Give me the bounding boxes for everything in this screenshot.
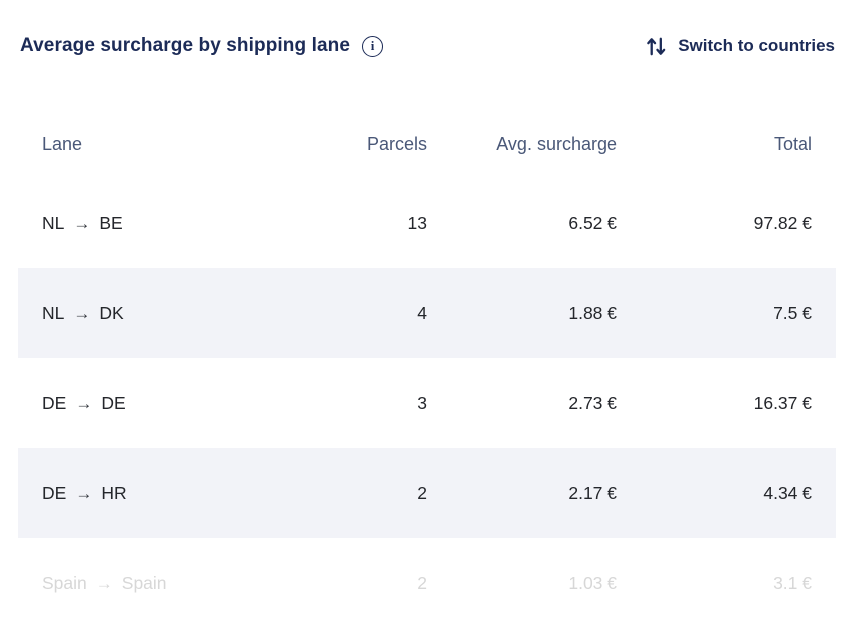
parcels-value: 13	[407, 212, 427, 233]
table-header-row: Lane Parcels Avg. surcharge Total	[18, 110, 836, 178]
lane-cell: NL → DK	[42, 303, 287, 324]
total-value: 7.5 €	[773, 302, 812, 323]
panel-title: Average surcharge by shipping lane	[20, 35, 351, 56]
avg-surcharge-value: 2.73 €	[568, 392, 617, 413]
lane-destination: DE	[101, 392, 126, 413]
column-header-lane: Lane	[42, 133, 83, 154]
lane-destination: HR	[101, 482, 127, 503]
parcels-value: 2	[417, 572, 427, 593]
column-header-parcels: Parcels	[366, 133, 427, 154]
arrow-right-icon: →	[95, 574, 113, 593]
lane-origin: NL	[42, 212, 65, 233]
switch-to-countries-button[interactable]: Switch to countries	[645, 35, 835, 58]
table-row: NL → DK 4 1.88 € 7.5 €	[18, 268, 836, 358]
table-row: DE → HR 2 2.17 € 4.34 €	[18, 448, 836, 538]
parcels-value: 3	[417, 392, 427, 413]
lane-cell: DE → HR	[42, 483, 287, 504]
column-header-total: Total	[773, 133, 812, 154]
lane-origin: DE	[42, 482, 67, 503]
surcharge-table: Lane Parcels Avg. surcharge Total NL → B…	[0, 110, 860, 628]
switch-to-countries-label: Switch to countries	[678, 36, 835, 55]
lane-destination: DK	[99, 302, 124, 323]
avg-surcharge-value: 2.17 €	[568, 482, 617, 503]
lane-origin: NL	[42, 302, 65, 323]
arrow-right-icon: →	[75, 484, 93, 503]
table-row: NL → BE 13 6.52 € 97.82 €	[18, 178, 836, 268]
lane-destination: Spain	[121, 572, 167, 593]
parcels-value: 4	[417, 302, 427, 323]
lane-cell: NL → BE	[42, 213, 287, 234]
arrow-right-icon: →	[73, 214, 91, 233]
total-value: 16.37 €	[753, 392, 812, 413]
avg-surcharge-value: 1.03 €	[568, 572, 617, 593]
lane-origin: Spain	[42, 572, 87, 593]
avg-surcharge-value: 1.88 €	[568, 302, 617, 323]
lane-destination: BE	[99, 212, 123, 233]
table-row: DE → DE 3 2.73 € 16.37 €	[18, 358, 836, 448]
info-icon[interactable]: i	[362, 35, 384, 57]
lane-origin: DE	[42, 392, 67, 413]
arrow-right-icon: →	[73, 304, 91, 323]
column-header-avg-surcharge: Avg. surcharge	[496, 133, 617, 154]
lane-cell: Spain → Spain	[42, 573, 287, 594]
arrow-right-icon: →	[75, 394, 93, 413]
panel-header: Average surcharge by shipping lane i Swi…	[0, 0, 860, 66]
total-value: 4.34 €	[763, 482, 812, 503]
parcels-value: 2	[417, 482, 427, 503]
total-value: 97.82 €	[753, 212, 812, 233]
table-row: Spain → Spain 2 1.03 € 3.1 €	[18, 538, 836, 628]
title-group: Average surcharge by shipping lane i	[20, 35, 384, 57]
avg-surcharge-value: 6.52 €	[568, 212, 617, 233]
swap-arrows-icon	[645, 35, 668, 58]
lane-cell: DE → DE	[42, 393, 287, 414]
total-value: 3.1 €	[773, 572, 812, 593]
